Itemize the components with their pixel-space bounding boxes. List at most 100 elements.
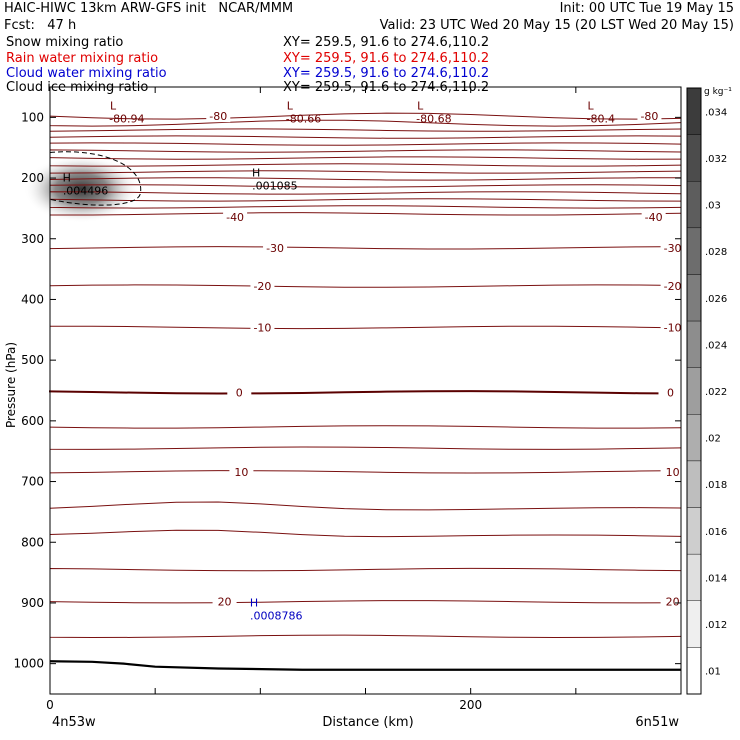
isotherm-line — [49, 212, 682, 216]
extremum-marker: L — [417, 99, 424, 112]
x-tick-label: 200 — [459, 698, 482, 712]
x-tick-label: 0 — [46, 698, 54, 712]
contour-label-bg — [641, 210, 666, 223]
isotherm-line — [49, 177, 682, 181]
extremum-value: .001085 — [252, 180, 297, 193]
contour-label: -40 — [645, 211, 663, 224]
extremum-marker: H — [252, 167, 260, 180]
contour-label: -10 — [253, 321, 271, 334]
isotherm-line — [49, 142, 682, 146]
colorbar-bin — [686, 414, 702, 462]
contour-label-bg — [660, 465, 685, 478]
colorbar-bin — [686, 553, 702, 601]
colorbar-tick-label: .026 — [705, 294, 727, 305]
forecast-hour: Fcst: 47 h — [4, 18, 77, 33]
field-xy-rain: XY= 259.5, 91.6 to 274.6,110.2 — [283, 51, 490, 66]
isotherm-line — [49, 470, 682, 474]
y-tick-label: 500 — [21, 353, 44, 367]
extremum-value: -80.68 — [416, 112, 451, 125]
colorbar-bin — [686, 600, 702, 648]
colorbar-frame — [686, 87, 702, 695]
extremum-marker: H — [63, 172, 71, 185]
y-axis-label: Pressure (hPa) — [4, 342, 18, 428]
contour-label-bg — [637, 110, 662, 123]
isotherm-line — [49, 198, 682, 202]
colorbar-tick-label: .028 — [705, 247, 727, 258]
colorbar-bin — [686, 274, 702, 322]
isotherm-line — [49, 634, 682, 639]
y-tick-label: 800 — [21, 535, 44, 549]
extremum-marker: L — [287, 99, 294, 112]
contour-label: 20 — [666, 596, 680, 609]
contour-label-bg — [229, 465, 254, 478]
isotherm-line — [49, 191, 682, 195]
colorbar-tick-label: .02 — [705, 434, 721, 445]
contour-label-bg — [223, 210, 248, 223]
colorbar-bin — [686, 460, 702, 508]
isotherm-line — [49, 163, 682, 167]
contour-label: 0 — [236, 386, 243, 399]
extremum-marker: L — [110, 99, 117, 112]
isotherm-line — [49, 135, 682, 139]
extremum-value: .004496 — [63, 185, 109, 198]
colorbar-tick-label: .014 — [705, 573, 727, 584]
y-tick-label: 600 — [21, 414, 44, 428]
isotherm-line — [49, 325, 682, 330]
isotherm-line — [49, 284, 682, 288]
contour-label-bg — [227, 386, 252, 399]
isotherm-line — [49, 184, 682, 188]
isotherm-line — [49, 170, 682, 174]
field-label-cloudwater: Cloud water mixing ratio — [6, 66, 167, 81]
field-xy-snow: XY= 259.5, 91.6 to 274.6,110.2 — [283, 35, 490, 50]
contour-label: -30 — [664, 242, 682, 255]
contour-label: -10 — [664, 321, 682, 334]
contour-label-bg — [263, 241, 288, 254]
isotherm-line — [49, 112, 682, 120]
y-tick-label: 400 — [21, 292, 44, 306]
field-label-snow: Snow mixing ratio — [6, 35, 124, 50]
isotherm-line — [49, 156, 682, 160]
x-axis-label: Distance (km) — [322, 715, 413, 730]
contour-label-bg — [250, 321, 275, 334]
contour-label: -80 — [209, 110, 227, 123]
contour-label-bg — [660, 321, 685, 334]
isotherm-line — [49, 119, 682, 127]
isotherm-line — [49, 567, 682, 572]
contour-label-bg — [250, 280, 275, 293]
y-tick-label: 300 — [21, 232, 44, 246]
contour-label: -40 — [226, 211, 244, 224]
isotherm-line — [49, 501, 682, 511]
x-endpoint-right: 6n51w — [635, 715, 679, 730]
isotherm-line — [49, 390, 682, 395]
colorbar-bin — [686, 320, 702, 368]
colorbar-tick-label: .034 — [705, 107, 727, 118]
contour-label: 10 — [666, 466, 680, 479]
init-time: Init: 00 UTC Tue 19 May 15 — [559, 1, 734, 16]
contour-label-bg — [660, 241, 685, 254]
contour-label-bg — [660, 595, 685, 608]
plot-title: HAIC-HIWC 13km ARW-GFS init NCAR/MMM — [4, 1, 294, 16]
cloud-ice-contour — [49, 151, 142, 206]
extremum-marker: H — [250, 596, 258, 609]
contour-label: -80 — [640, 110, 658, 123]
isotherm-line — [49, 425, 682, 429]
isotherm-line — [49, 149, 682, 153]
isotherm-line — [49, 600, 682, 604]
isotherm-line — [49, 446, 682, 450]
y-tick-label: 900 — [21, 596, 44, 610]
colorbar-bin — [686, 134, 702, 182]
colorbar-tick-label: .03 — [705, 201, 721, 212]
y-tick-label: 1000 — [13, 657, 44, 671]
y-tick-label: 700 — [21, 475, 44, 489]
colorbar-bin — [686, 87, 702, 135]
isotherm-line — [49, 205, 682, 209]
colorbar-tick-label: .012 — [705, 620, 727, 631]
contour-label: 10 — [234, 466, 248, 479]
y-tick-label: 200 — [21, 171, 44, 185]
colorbar-bin — [686, 647, 702, 695]
contour-label-bg — [212, 595, 237, 608]
colorbar-bin — [686, 367, 702, 415]
contour-label: -20 — [664, 280, 682, 293]
